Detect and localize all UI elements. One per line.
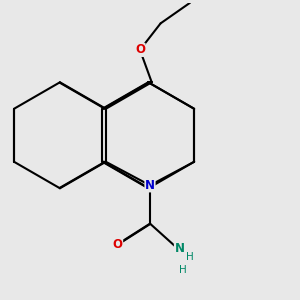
Text: H: H [178, 265, 186, 275]
Text: O: O [112, 238, 123, 251]
Text: N: N [174, 242, 184, 255]
Text: O: O [135, 44, 145, 56]
Text: N: N [145, 179, 155, 192]
Text: H: H [186, 252, 194, 262]
